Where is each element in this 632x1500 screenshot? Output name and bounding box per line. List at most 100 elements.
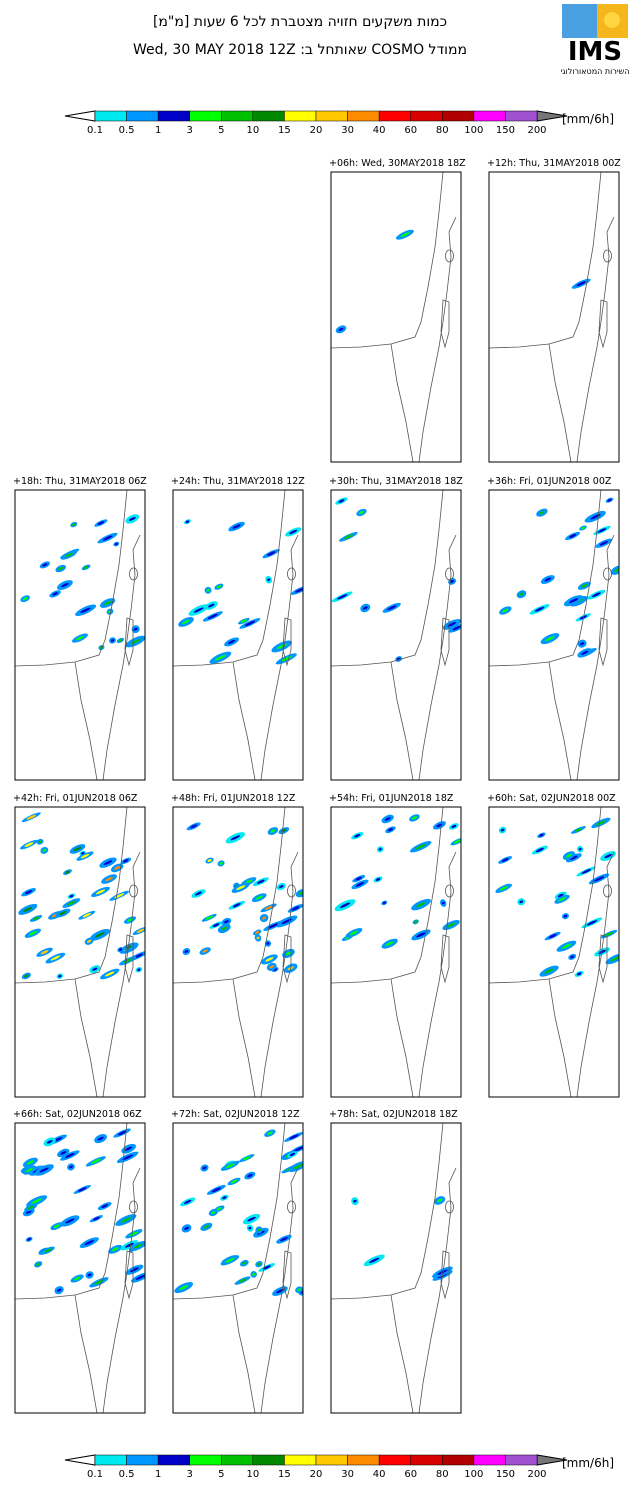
- colorbar-box: [94, 110, 127, 122]
- precip-core: [441, 901, 445, 905]
- precip-core: [236, 885, 246, 891]
- precip-core: [183, 1199, 192, 1204]
- precip-core: [294, 1146, 303, 1152]
- precip-core: [285, 951, 292, 956]
- colorbar-label: 0.1: [87, 1469, 103, 1480]
- precip-core: [90, 1158, 101, 1164]
- panel-map: [15, 1123, 145, 1413]
- panel: [330, 1122, 462, 1414]
- precip-core: [264, 905, 273, 911]
- panel: [14, 806, 146, 1098]
- precip-core: [544, 968, 554, 974]
- colorbar-units: [mm/6h]: [562, 1456, 614, 1470]
- precip-core: [26, 814, 37, 820]
- precip-core: [416, 902, 426, 908]
- boundary: [129, 884, 138, 898]
- precip-core: [80, 607, 91, 613]
- precip-core: [94, 1279, 104, 1285]
- boundary: [74, 661, 98, 780]
- subtitle: ממודל COSMO שאותחל ב: Wed, 30 MAY 2018 1…: [133, 42, 467, 58]
- precip-core: [137, 968, 141, 972]
- boundary: [418, 1167, 457, 1413]
- precip-core: [288, 1134, 299, 1140]
- precip-core: [576, 281, 586, 287]
- boundary: [576, 534, 615, 780]
- precip-core: [205, 915, 213, 920]
- colorbar-label: 80: [436, 1469, 449, 1480]
- precip-core: [73, 846, 82, 852]
- precip-core: [262, 1265, 271, 1270]
- colorbar-label: 0.5: [119, 125, 135, 136]
- boundary: [260, 851, 299, 1097]
- precip-core: [563, 914, 568, 918]
- precip-core: [343, 534, 354, 540]
- precip-core: [212, 923, 220, 927]
- panel-frame: [330, 1122, 462, 1414]
- colorbar-label: 30: [341, 1469, 354, 1480]
- colorbar-box: [157, 1454, 190, 1466]
- precip-core: [570, 955, 575, 959]
- precip-core: [607, 498, 612, 502]
- precip-core: [400, 232, 410, 238]
- precip-core: [594, 876, 605, 882]
- colorbar-label: 20: [310, 125, 323, 136]
- colorbar-label: 5: [218, 125, 224, 136]
- precip-core: [289, 529, 298, 535]
- boundary: [390, 978, 414, 1097]
- precip-core: [375, 877, 381, 881]
- panel-frame: [172, 806, 304, 1098]
- boundary: [129, 1200, 138, 1214]
- precip-core: [182, 619, 190, 625]
- precip-core: [266, 551, 276, 556]
- logo-name: IMS: [568, 37, 622, 67]
- precip-core: [104, 971, 115, 977]
- title: כמות משקעים חזויה מצטברת לכל 6 שעות [מ"מ…: [152, 14, 448, 30]
- precip-core: [133, 1243, 143, 1249]
- precip-core: [82, 913, 91, 918]
- precip-core: [278, 885, 284, 889]
- colorbar-box: [94, 1454, 127, 1466]
- precip-core: [81, 851, 85, 855]
- panel-frame: [488, 489, 620, 781]
- colorbar-label: 40: [373, 125, 386, 136]
- boundary: [445, 567, 454, 581]
- precip-core: [136, 928, 145, 933]
- colorbar-label: 200: [527, 1469, 546, 1480]
- colorbar-label: 0.1: [87, 125, 103, 136]
- colorbar-box: [221, 110, 254, 122]
- precip-core: [446, 922, 456, 928]
- panel-label: +48h: Fri, 01JUN2018 12Z: [171, 793, 296, 804]
- precip-core: [125, 1242, 134, 1248]
- precip-core: [26, 1168, 33, 1172]
- colorbar-box: [126, 1454, 159, 1466]
- panel-label: +66h: Sat, 02JUN2018 06Z: [13, 1109, 142, 1120]
- panel: [330, 171, 462, 463]
- colorbar-label: 20: [310, 1469, 323, 1480]
- precip-core: [97, 1136, 104, 1141]
- precip-core: [281, 918, 292, 925]
- boundary: [74, 1294, 98, 1413]
- boundary: [390, 661, 414, 780]
- precip-core: [576, 972, 582, 976]
- colorbar-label: 150: [496, 1469, 515, 1480]
- precip-core: [415, 844, 427, 850]
- precip-core: [545, 636, 555, 642]
- precip-core: [450, 580, 454, 583]
- panel-label: +30h: Thu, 31MAY2018 18Z: [329, 476, 463, 487]
- colorbar-label: 200: [527, 125, 546, 136]
- colorbar-box: [442, 1454, 475, 1466]
- precip-core: [257, 1262, 261, 1266]
- precip-core: [185, 520, 190, 524]
- colorbar-label: 1: [155, 1469, 161, 1480]
- boundary: [445, 884, 454, 898]
- boundary: [260, 534, 299, 780]
- precip-core: [120, 1217, 132, 1223]
- colorbar-box: [252, 110, 285, 122]
- boundary: [173, 1123, 286, 1300]
- colorbar-label: 10: [246, 1469, 259, 1480]
- precip-core: [184, 1226, 189, 1230]
- precip-core: [60, 1151, 67, 1155]
- precip-core: [569, 855, 578, 860]
- precip-core: [354, 833, 361, 838]
